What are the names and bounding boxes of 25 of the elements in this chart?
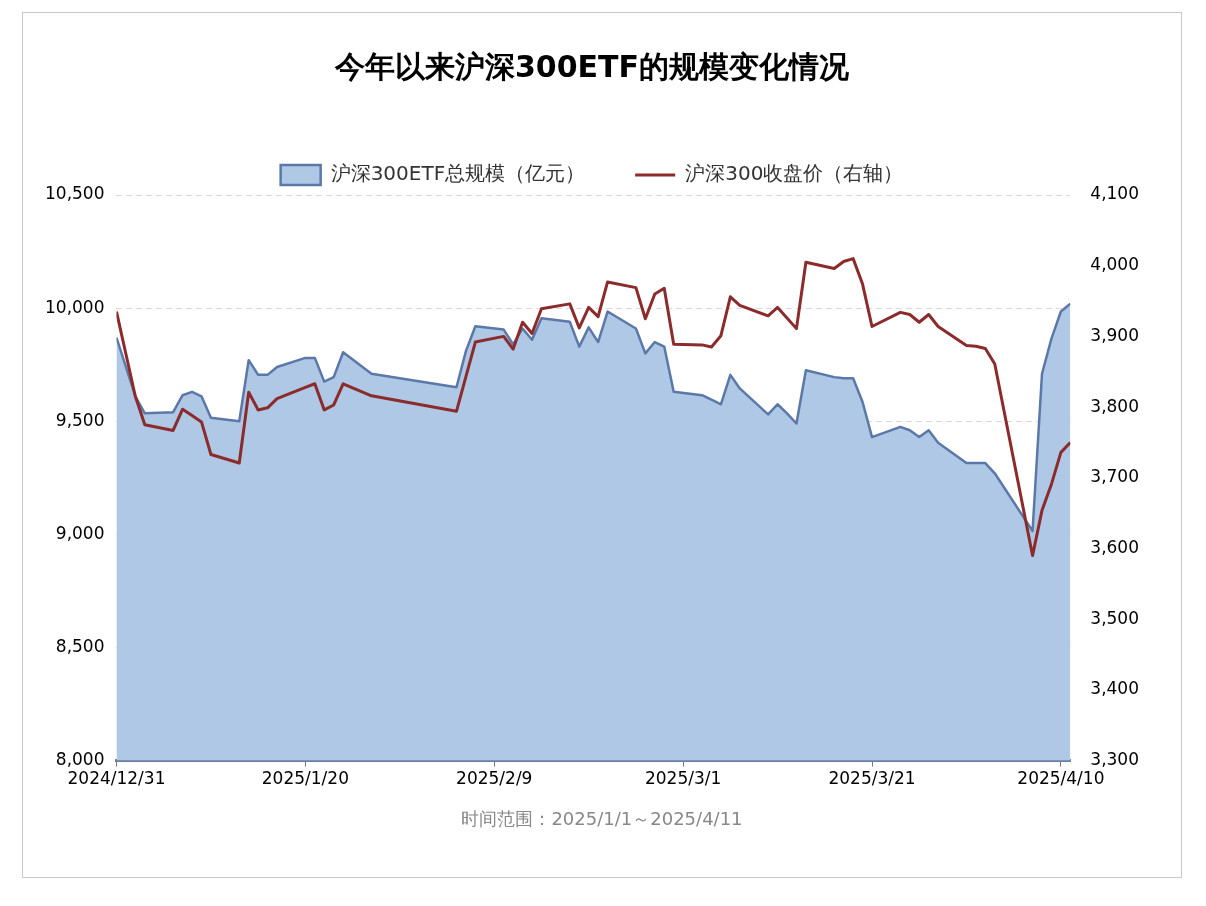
- y2-tick-label: 3,400: [1090, 678, 1139, 699]
- text: 时间范围：2025/1/1～2025/4/11: [460, 807, 744, 831]
- x-tick-label: 2025/4/10: [1017, 768, 1105, 789]
- legend-label: 沪深300ETF总规模（亿元）: [330, 161, 586, 186]
- y-tick-label: 8,000: [55, 749, 105, 770]
- x-tick-label: 2024/12/31: [67, 768, 166, 789]
- y2-tick-label: 3,900: [1090, 324, 1139, 345]
- y2-tick-label: 4,000: [1090, 254, 1139, 275]
- y-tick-label: 10,000: [45, 296, 105, 317]
- y-tick-label: 10,500: [45, 183, 105, 204]
- x-tick-label: 2025/3/1: [644, 768, 722, 789]
- y2-tick-label: 3,600: [1090, 536, 1139, 557]
- x-tick-label: 2025/3/21: [828, 768, 916, 789]
- y-tick-label: 9,500: [55, 409, 105, 430]
- y-tick-label: 9,000: [55, 522, 105, 543]
- y2-tick-label: 4,100: [1090, 183, 1139, 204]
- y-tick-label: 8,500: [55, 635, 105, 656]
- y2-tick-label: 3,500: [1090, 607, 1139, 628]
- x-tick-label: 2025/1/20: [261, 768, 349, 789]
- x-tick-label: 2025/2/9: [456, 768, 533, 789]
- chart-title: 今年以来沪深300ETF的规模变化情况: [333, 48, 851, 84]
- y2-tick-label: 3,300: [1090, 749, 1139, 770]
- y2-tick-label: 3,800: [1090, 395, 1139, 416]
- legend-label: 沪深300收盘价（右轴）: [685, 161, 904, 186]
- y2-tick-label: 3,700: [1090, 466, 1139, 487]
